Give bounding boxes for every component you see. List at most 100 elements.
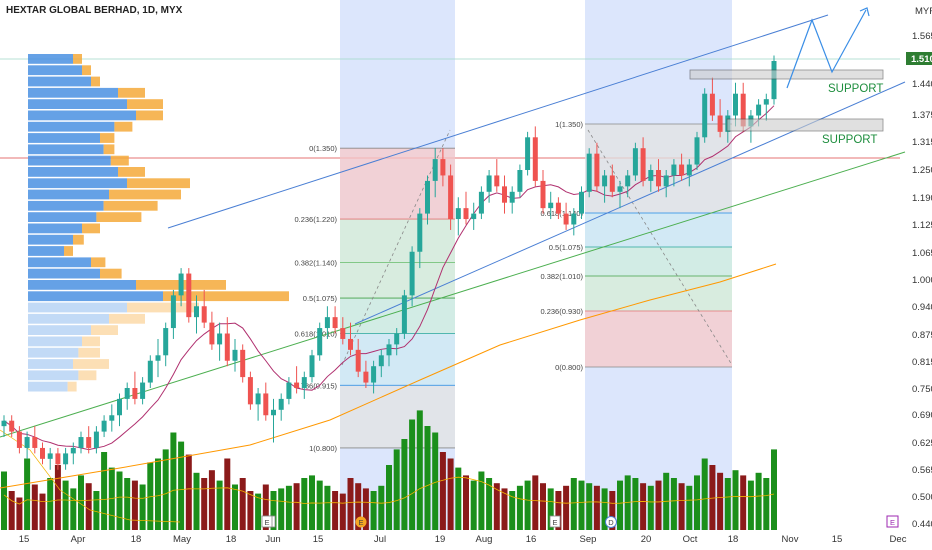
volume-bar — [424, 426, 431, 530]
volume-bar — [555, 491, 562, 530]
volume-bar — [47, 478, 54, 530]
volume-bar — [724, 478, 731, 530]
candle — [140, 377, 146, 405]
candle — [771, 55, 777, 105]
candle-body — [9, 420, 15, 432]
candle-body — [517, 170, 523, 192]
volume-bar — [362, 488, 369, 530]
volume-profile-sell — [127, 302, 199, 313]
volume-profile-buy — [28, 212, 97, 222]
candle — [671, 159, 677, 187]
candle-body — [78, 437, 84, 448]
candle — [232, 338, 238, 372]
candle-body — [709, 93, 715, 116]
event-marker-e-icon[interactable] — [886, 515, 899, 528]
fibonacci-retracements: 0(1.350) 0.236(1.220) 0.382(1.140) 0.5(1.07… — [294, 120, 733, 453]
volume-bar — [155, 458, 161, 530]
candle — [40, 442, 45, 465]
x-tick-label: Jul — [374, 534, 386, 545]
candle — [155, 338, 161, 378]
volume-profile-sell — [73, 54, 82, 64]
volume-bar — [694, 475, 700, 530]
volume-bar — [493, 483, 500, 530]
candle — [494, 159, 500, 192]
candle-body — [548, 202, 554, 209]
candle — [478, 186, 484, 220]
volume-bar — [185, 454, 192, 530]
candle-body — [671, 164, 677, 176]
candle — [224, 317, 230, 367]
y-tick-label: 1.375 — [912, 110, 932, 121]
candle-body — [70, 447, 76, 454]
candle — [471, 202, 477, 230]
volume-bar — [270, 491, 277, 530]
event-marker-label: E — [552, 518, 557, 527]
volume-bar — [524, 480, 531, 530]
x-tick-label: 15 — [832, 534, 843, 545]
candle-body — [132, 388, 138, 399]
volume-profile-buy — [28, 246, 64, 256]
volume-profile-sell — [136, 110, 163, 121]
candle-body — [763, 99, 769, 105]
candle-body — [502, 186, 507, 203]
candle — [656, 159, 661, 192]
volume-bar — [285, 485, 292, 530]
candle — [586, 148, 592, 198]
volume-bar — [178, 441, 185, 530]
volume-bar — [632, 478, 639, 530]
x-tick-label: Dec — [890, 534, 907, 545]
candle — [209, 311, 215, 350]
y-tick-label: 0.815 — [912, 357, 932, 368]
candle-body — [340, 328, 346, 339]
volume-bar — [678, 483, 685, 530]
fib-right-label: 0.618(1.140) — [540, 209, 583, 218]
volume-profile-sell — [67, 381, 77, 392]
volume-bar — [370, 491, 377, 530]
candle-body — [648, 170, 654, 181]
candle-body — [640, 148, 646, 181]
volume-bar — [647, 485, 654, 530]
candle — [363, 360, 369, 388]
volume-bar — [93, 491, 100, 530]
fib-right-label: 0.5(1.075) — [549, 243, 584, 252]
candle-body — [155, 355, 161, 361]
support-box-upper — [689, 69, 884, 80]
candle-body — [348, 338, 353, 350]
y-tick-label: 0.625 — [912, 438, 932, 449]
candle — [648, 164, 654, 192]
y-tick-label: 0.940 — [912, 302, 932, 313]
candle — [194, 295, 199, 334]
volume-profile-buy — [28, 110, 136, 121]
candle — [348, 322, 353, 356]
volume-profile-buy — [28, 280, 136, 290]
fib-right-zone — [585, 276, 732, 311]
y-tick-label: 0.875 — [912, 330, 932, 341]
chart-title: HEXTAR GLOBAL BERHAD, 1D, MYX — [6, 5, 183, 16]
candle-body — [486, 175, 492, 192]
candle — [124, 382, 130, 410]
projection-arrow-icon — [859, 7, 870, 17]
candle — [463, 191, 469, 225]
candle — [16, 426, 22, 454]
candle-body — [509, 191, 515, 203]
volume-profile-buy — [28, 370, 79, 381]
volume-profile-sell — [96, 212, 142, 222]
candle — [271, 398, 276, 443]
y-tick-label: 1.190 — [912, 193, 932, 204]
volume-profile-sell — [118, 167, 145, 177]
y-tick-label: 0.565 — [912, 465, 932, 476]
candle-body — [109, 415, 115, 421]
event-marker-label: D — [608, 518, 614, 527]
candle-body — [240, 349, 246, 378]
x-tick-label: 15 — [19, 534, 30, 545]
earnings-marker-icon — [261, 515, 273, 528]
volume-profile-buy — [28, 76, 91, 87]
candle-body — [571, 213, 577, 225]
candle-body — [124, 388, 130, 399]
volume-profile-sell — [78, 347, 100, 358]
candle — [486, 170, 492, 203]
x-tick-label: 18 — [728, 534, 739, 545]
volume-bar — [301, 478, 308, 530]
candle-body — [24, 437, 30, 448]
volume-profile-sell — [109, 189, 181, 200]
